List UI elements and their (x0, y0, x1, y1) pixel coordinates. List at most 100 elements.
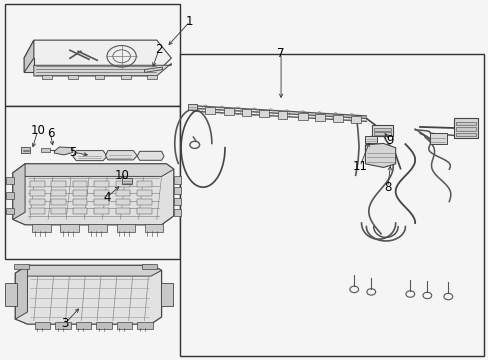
Bar (180, 54, 484, 356)
Bar (5, 208, 14, 214)
Bar (76, 322, 91, 329)
Bar (116, 190, 130, 196)
Bar (94, 190, 109, 196)
Bar (142, 264, 157, 269)
Polygon shape (365, 143, 395, 167)
Bar (137, 181, 152, 187)
Bar (51, 208, 66, 214)
Bar (116, 181, 130, 187)
Text: 7: 7 (277, 47, 284, 60)
Bar (332, 114, 342, 122)
Bar (116, 199, 130, 205)
Bar (73, 199, 87, 205)
Text: 8: 8 (384, 181, 391, 194)
Bar (41, 148, 50, 152)
Bar (160, 283, 172, 306)
Polygon shape (24, 40, 34, 72)
Text: 10: 10 (114, 169, 129, 182)
Polygon shape (15, 265, 161, 276)
Polygon shape (54, 147, 73, 155)
Bar (51, 199, 66, 205)
Bar (94, 199, 109, 205)
Bar (4, 107, 180, 259)
Bar (30, 181, 44, 187)
Bar (116, 224, 135, 232)
Bar (4, 283, 17, 306)
Polygon shape (137, 151, 163, 160)
Bar (453, 118, 477, 138)
Bar (144, 224, 163, 232)
Polygon shape (15, 265, 161, 324)
Bar (73, 181, 87, 187)
Bar (188, 104, 197, 110)
Bar (5, 177, 14, 184)
Bar (4, 4, 180, 107)
Bar (173, 187, 181, 194)
Polygon shape (34, 63, 171, 76)
Text: 2: 2 (155, 42, 163, 55)
Bar (73, 208, 87, 214)
Bar (94, 181, 109, 187)
Bar (137, 322, 153, 329)
Bar (122, 178, 132, 184)
Bar (21, 147, 30, 153)
Bar (30, 208, 44, 214)
Bar (173, 209, 181, 216)
Bar (371, 125, 392, 136)
Bar (51, 190, 66, 196)
Bar (14, 264, 29, 269)
Bar (137, 208, 152, 214)
Text: 9: 9 (385, 134, 393, 147)
Bar (173, 176, 181, 184)
Bar (315, 114, 325, 121)
Bar (173, 198, 181, 205)
Polygon shape (24, 58, 34, 72)
Bar (373, 132, 390, 135)
Bar (96, 322, 112, 329)
Bar (350, 116, 360, 123)
Bar (224, 108, 233, 116)
Polygon shape (73, 150, 107, 161)
Bar (5, 192, 14, 199)
Polygon shape (105, 150, 137, 160)
Text: 1: 1 (186, 15, 193, 28)
Polygon shape (15, 265, 27, 319)
Bar (30, 190, 44, 196)
Polygon shape (13, 164, 173, 176)
Bar (205, 107, 215, 114)
Bar (35, 322, 50, 329)
Bar (259, 110, 268, 117)
Text: 5: 5 (69, 145, 77, 158)
Bar (137, 199, 152, 205)
Text: 11: 11 (352, 160, 367, 173)
Bar (137, 190, 152, 196)
Text: 10: 10 (30, 124, 45, 137)
Bar (147, 75, 157, 79)
Bar (365, 136, 376, 143)
Polygon shape (24, 40, 171, 72)
Bar (117, 322, 132, 329)
Bar (121, 75, 130, 79)
Bar (61, 224, 79, 232)
Bar (241, 109, 251, 116)
Polygon shape (144, 67, 162, 72)
Text: 4: 4 (103, 191, 110, 204)
Bar (373, 129, 390, 131)
Text: 6: 6 (46, 127, 54, 140)
Bar (42, 75, 52, 79)
Bar (32, 224, 51, 232)
Bar (277, 111, 287, 118)
Bar (68, 75, 78, 79)
Bar (455, 122, 475, 126)
Bar (455, 127, 475, 131)
Bar (88, 224, 107, 232)
Bar (298, 113, 307, 120)
Polygon shape (13, 164, 25, 220)
Bar (94, 75, 104, 79)
Bar (94, 208, 109, 214)
Text: 3: 3 (61, 317, 69, 330)
Bar (73, 190, 87, 196)
Bar (429, 133, 446, 144)
Bar (51, 181, 66, 187)
Bar (116, 208, 130, 214)
